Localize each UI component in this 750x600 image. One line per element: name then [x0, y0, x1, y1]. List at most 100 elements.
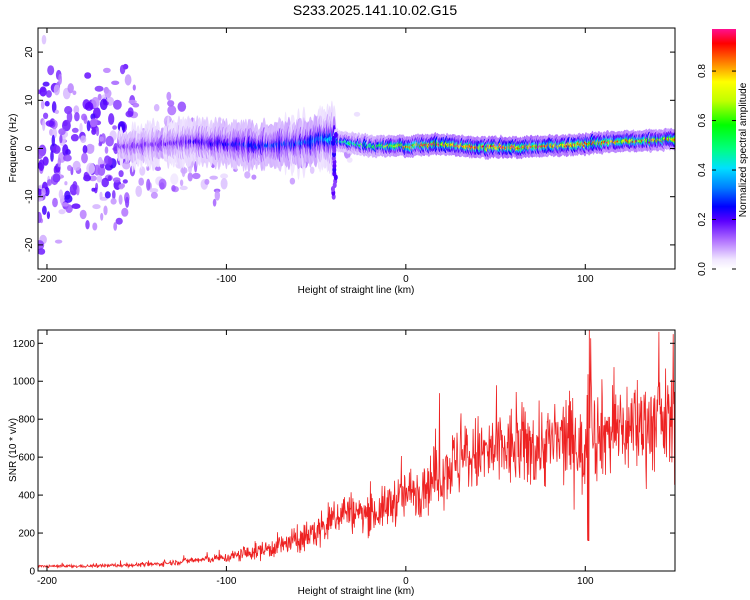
heat-cell: [71, 203, 81, 209]
heat-cell: [40, 100, 45, 110]
snr-x-ticks: -200 -100 0 100: [37, 330, 594, 587]
heat-cell: [81, 152, 88, 164]
heat-cell: [128, 99, 137, 104]
heat-cell: [117, 121, 126, 133]
heat-cell: [103, 205, 108, 216]
chart-title: S233.2025.141.10.02.G15: [292, 2, 458, 18]
heat-cell: [73, 105, 80, 115]
x-tick-label: -100: [216, 274, 236, 285]
heat-cell: [166, 91, 172, 101]
colorbar-tick-label: 0.8: [697, 64, 708, 78]
heat-cell: [85, 220, 90, 230]
heat-cell: [103, 67, 111, 73]
y-tick-label: 600: [18, 453, 35, 464]
heat-cell: [353, 111, 361, 117]
heat-cell: [64, 181, 68, 186]
heat-cell: [138, 177, 144, 186]
heat-cell: [94, 85, 104, 92]
heat-cell: [70, 134, 79, 142]
heat-cell: [212, 198, 217, 207]
heat-cell: [289, 177, 296, 185]
x-tick-label: -200: [37, 274, 57, 285]
heat-cell: [244, 171, 251, 179]
heat-cell: [105, 135, 114, 147]
heat-cell: [167, 100, 175, 107]
heat-cell: [346, 157, 353, 163]
heat-cell: [125, 196, 130, 208]
y-tick-label: -20: [24, 237, 35, 252]
spectrogram-marks: [38, 34, 675, 255]
heat-cell: [92, 204, 101, 210]
heat-cell: [122, 179, 128, 184]
heat-cell: [61, 202, 69, 207]
spectrogram-x-ticks: -200 -100 0 100: [37, 28, 594, 285]
colorbar-tick-label: 0.2: [697, 212, 708, 226]
y-tick-label: 10: [24, 94, 35, 106]
heat-cell: [42, 119, 46, 132]
heat-cell: [333, 132, 338, 138]
heat-cell: [67, 165, 72, 171]
spectrogram-y-axis-title: Frequency (Hz): [8, 114, 19, 183]
heat-cell: [125, 110, 134, 118]
heat-cell: [204, 178, 210, 185]
heat-cell: [110, 198, 117, 205]
spectrogram-panel: -200 -100 0 100 -20 -10 0 10 20 Height of strai…: [8, 27, 676, 296]
heat-cell: [58, 73, 62, 85]
heat-cell: [79, 122, 83, 133]
heat-cell: [86, 120, 91, 132]
heat-cell: [96, 175, 103, 183]
heat-cell: [63, 154, 72, 162]
heat-cell: [159, 182, 165, 190]
heat-cell: [167, 105, 177, 116]
y-tick-label: -10: [24, 189, 35, 204]
heat-cell: [71, 127, 79, 133]
heat-cell: [113, 99, 122, 110]
spectrogram-y-ticks: -20 -10 0 10 20: [24, 46, 675, 252]
heat-cell: [180, 167, 188, 174]
heat-cell: [112, 125, 117, 130]
x-tick-label: 100: [577, 274, 594, 285]
heat-cell: [52, 173, 61, 183]
heat-cell: [124, 74, 132, 86]
spectrogram-x-axis-title: Height of straight line (km): [298, 285, 415, 296]
heat-cell: [101, 177, 109, 188]
heat-cell: [72, 160, 81, 171]
heat-cell: [97, 93, 102, 101]
heat-cell: [99, 98, 108, 111]
heat-cell: [91, 97, 100, 109]
colorbar-title: Normalized spectral amplitude: [738, 82, 749, 217]
heat-cell: [47, 65, 55, 76]
heat-cell: [170, 173, 179, 185]
heat-cell: [153, 104, 160, 112]
heat-cell: [111, 80, 120, 86]
snr-marks: [38, 330, 675, 569]
heat-cell: [62, 119, 71, 132]
heat-cell: [57, 157, 61, 168]
heat-cell: [64, 194, 73, 203]
y-tick-label: 20: [24, 46, 35, 58]
y-tick-label: 0: [29, 567, 35, 578]
heat-cell: [59, 134, 63, 144]
heat-cell: [119, 64, 126, 75]
heat-cell: [66, 111, 73, 123]
heat-cell: [99, 136, 104, 142]
heat-cell: [54, 109, 59, 114]
heat-cell: [46, 211, 51, 220]
snr-series-line: [38, 330, 675, 569]
heat-cell: [95, 127, 100, 137]
heat-cell: [54, 239, 63, 244]
heat-cell: [209, 175, 218, 180]
heat-cell: [52, 197, 58, 208]
heat-cell: [132, 102, 140, 108]
heat-cell: [90, 113, 96, 120]
heat-cell: [79, 209, 87, 220]
y-tick-label: 0: [24, 145, 35, 151]
heat-cell: [53, 84, 60, 96]
heat-cell: [43, 112, 49, 120]
heat-cell: [93, 164, 101, 176]
heat-cell: [42, 205, 47, 215]
y-tick-label: 800: [18, 415, 35, 426]
heat-cell: [45, 120, 55, 127]
heat-cell: [132, 84, 136, 91]
